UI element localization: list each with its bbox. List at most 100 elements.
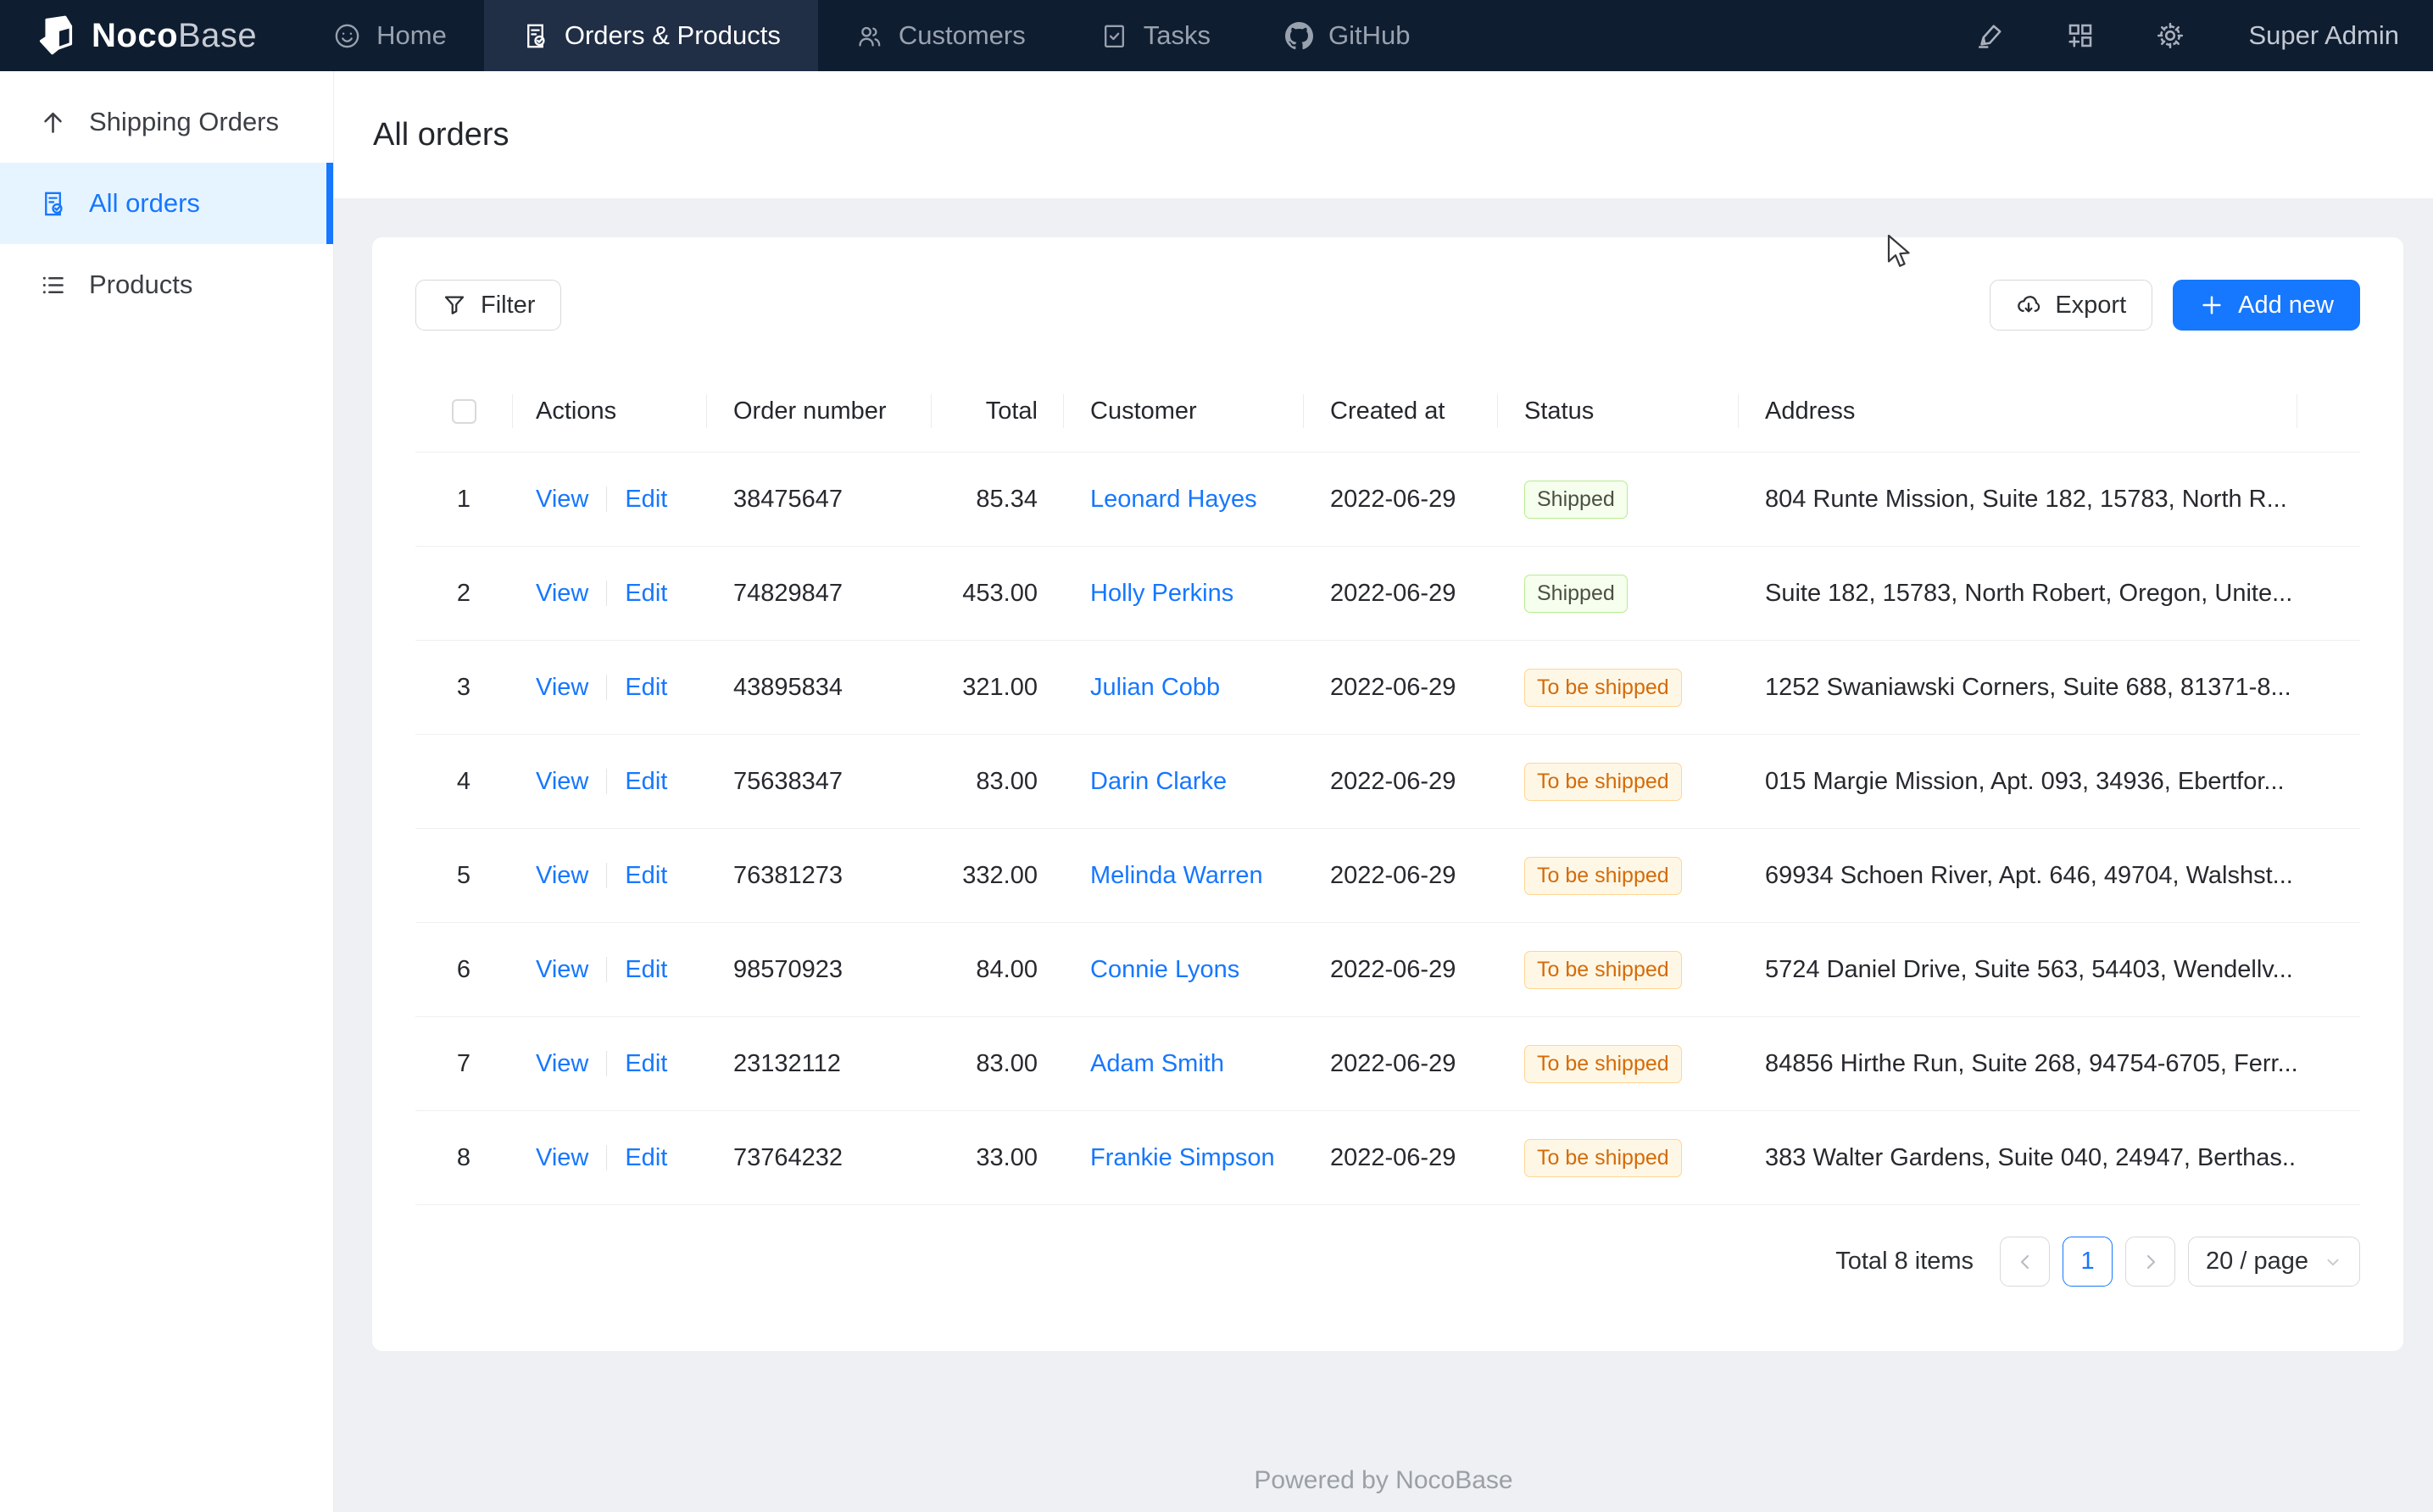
smile-icon <box>335 24 359 47</box>
actions-divider <box>606 1051 608 1076</box>
created-at-cell: 2022-06-29 <box>1330 767 1456 795</box>
edit-link[interactable]: Edit <box>625 1143 668 1171</box>
page-header: All orders <box>334 71 2433 198</box>
actions-divider <box>606 675 608 700</box>
view-link[interactable]: View <box>536 955 589 983</box>
customer-link[interactable]: Adam Smith <box>1090 1049 1224 1077</box>
nav-item-github[interactable]: GitHub <box>1248 0 1447 71</box>
view-link[interactable]: View <box>536 1143 589 1171</box>
row-actions-cell: View Edit <box>512 453 706 546</box>
status-cell: Shipped <box>1497 453 1738 546</box>
user-menu[interactable]: Super Admin <box>2248 20 2400 50</box>
filter-icon <box>444 296 465 314</box>
address-cell: 383 Walter Gardens, Suite 040, 24947, Be… <box>1765 1143 2297 1171</box>
nav-item-orders-products[interactable]: Orders & Products <box>483 0 818 71</box>
page-size-select[interactable]: 20 / page <box>2188 1237 2360 1287</box>
actions-divider <box>606 769 608 794</box>
row-actions-cell: View Edit <box>512 735 706 828</box>
highlight-icon[interactable] <box>1946 20 2035 51</box>
add-new-button[interactable]: Add new <box>2173 280 2360 331</box>
team-icon <box>859 26 881 47</box>
nav-item-home[interactable]: Home <box>296 0 484 71</box>
view-link[interactable]: View <box>536 673 589 701</box>
row-index: 5 <box>456 861 471 889</box>
plugin-blocks-icon[interactable] <box>2035 20 2125 51</box>
customer-cell: Adam Smith <box>1063 1017 1303 1110</box>
edit-link[interactable]: Edit <box>625 861 668 889</box>
customer-link[interactable]: Holly Perkins <box>1090 579 1234 607</box>
edit-link[interactable]: Edit <box>625 767 668 795</box>
top-nav: NocoBase Home Orders & Products <box>0 0 2433 71</box>
view-link[interactable]: View <box>536 767 589 795</box>
table-row: 1 View Edit 38475647 85.34 Leonard Hayes… <box>415 453 2360 547</box>
row-actions-cell: View Edit <box>512 547 706 640</box>
customer-link[interactable]: Darin Clarke <box>1090 767 1228 795</box>
sidebar-item-all-orders[interactable]: All orders <box>0 163 333 244</box>
created-at-cell: 2022-06-29 <box>1330 579 1456 607</box>
sidebar-item-label: All orders <box>89 188 200 218</box>
edit-link[interactable]: Edit <box>625 673 668 701</box>
customer-link[interactable]: Melinda Warren <box>1090 861 1263 889</box>
order-number-cell: 38475647 <box>733 485 843 513</box>
address-cell: Suite 182, 15783, North Robert, Oregon, … <box>1765 579 2293 607</box>
customer-cell: Darin Clarke <box>1063 735 1303 828</box>
nav-item-tasks[interactable]: Tasks <box>1063 0 1248 71</box>
sidebar-item-shipping-orders[interactable]: Shipping Orders <box>0 81 333 163</box>
pagination-page-1[interactable]: 1 <box>2063 1237 2113 1287</box>
nocobase-logo[interactable]: NocoBase <box>0 0 291 71</box>
edit-link[interactable]: Edit <box>625 1049 668 1077</box>
customer-link[interactable]: Julian Cobb <box>1090 673 1221 701</box>
row-actions-cell: View Edit <box>512 923 706 1016</box>
total-cell: 84.00 <box>976 955 1038 983</box>
table-toolbar: Filter Export Add new <box>415 280 2360 331</box>
nocobase-logo-icon <box>39 15 73 55</box>
view-link[interactable]: View <box>536 579 589 607</box>
customer-cell: Melinda Warren <box>1063 829 1303 922</box>
customer-cell: Holly Perkins <box>1063 547 1303 640</box>
column-header-total: Total <box>931 370 1063 452</box>
status-badge: To be shipped <box>1524 1138 1682 1177</box>
edit-link[interactable]: Edit <box>625 955 668 983</box>
pagination-prev-button[interactable] <box>2000 1237 2051 1287</box>
view-link[interactable]: View <box>536 861 589 889</box>
edit-link[interactable]: Edit <box>625 579 668 607</box>
column-header-actions: Actions <box>512 370 706 452</box>
customer-cell: Connie Lyons <box>1063 923 1303 1016</box>
row-index: 1 <box>456 485 471 513</box>
customer-link[interactable]: Connie Lyons <box>1090 955 1240 983</box>
table-row: 8 View Edit 73764232 33.00 Frankie Simps… <box>415 1111 2360 1205</box>
view-link[interactable]: View <box>536 1049 589 1077</box>
edit-link[interactable]: Edit <box>625 485 668 513</box>
status-badge: To be shipped <box>1524 1044 1682 1083</box>
main-content: All orders Filter Export <box>334 71 2433 1512</box>
nav-right: Super Admin <box>1946 0 2433 71</box>
sidebar-item-products[interactable]: Products <box>0 244 333 325</box>
order-number-cell: 76381273 <box>733 861 843 889</box>
actions-divider <box>606 863 608 888</box>
actions-divider <box>606 957 608 982</box>
spacer-cell <box>2297 641 2359 734</box>
created-at-cell: 2022-06-29 <box>1330 861 1456 889</box>
customer-link[interactable]: Frankie Simpson <box>1090 1143 1275 1171</box>
status-cell: To be shipped <box>1497 829 1738 922</box>
row-actions-cell: View Edit <box>512 829 706 922</box>
row-index: 8 <box>456 1143 471 1171</box>
pagination-next-button[interactable] <box>2125 1237 2176 1287</box>
filter-button[interactable]: Filter <box>415 280 562 331</box>
status-badge: To be shipped <box>1524 762 1682 801</box>
actions-divider <box>606 486 608 512</box>
view-link[interactable]: View <box>536 485 589 513</box>
total-cell: 321.00 <box>962 673 1038 701</box>
created-at-cell: 2022-06-29 <box>1330 485 1456 513</box>
export-button[interactable]: Export <box>1990 280 2153 331</box>
select-all-checkbox[interactable] <box>451 398 476 424</box>
table-row: 3 View Edit 43895834 321.00 Julian Cobb … <box>415 641 2360 735</box>
table-row: 4 View Edit 75638347 83.00 Darin Clarke … <box>415 735 2360 829</box>
github-icon <box>1284 21 1313 49</box>
created-at-cell: 2022-06-29 <box>1330 955 1456 983</box>
order-number-cell: 75638347 <box>733 767 843 795</box>
gear-icon[interactable] <box>2125 20 2215 51</box>
customer-link[interactable]: Leonard Hayes <box>1090 485 1257 513</box>
check-square-icon <box>1104 25 1124 47</box>
nav-item-customers[interactable]: Customers <box>818 0 1063 71</box>
